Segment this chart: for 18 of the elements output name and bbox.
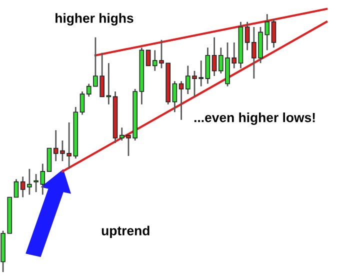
candlestick [212,36,217,77]
candlestick [172,80,178,113]
candlestick [46,148,52,172]
candlestick [146,50,151,66]
annotation: ...even higher lows! [194,112,315,125]
candlestick [106,62,112,106]
annotation: higher highs [56,13,134,26]
candlestick [27,168,32,196]
candlestick [80,90,85,116]
annotation: uptrend [102,226,150,238]
candlestick [271,18,276,48]
candlestick [14,178,19,198]
candlestick [40,163,46,196]
candlestick [244,21,250,51]
candlestick [20,176,26,198]
candlestick [34,173,38,193]
candlestick [178,80,184,121]
candlestick [205,46,210,84]
